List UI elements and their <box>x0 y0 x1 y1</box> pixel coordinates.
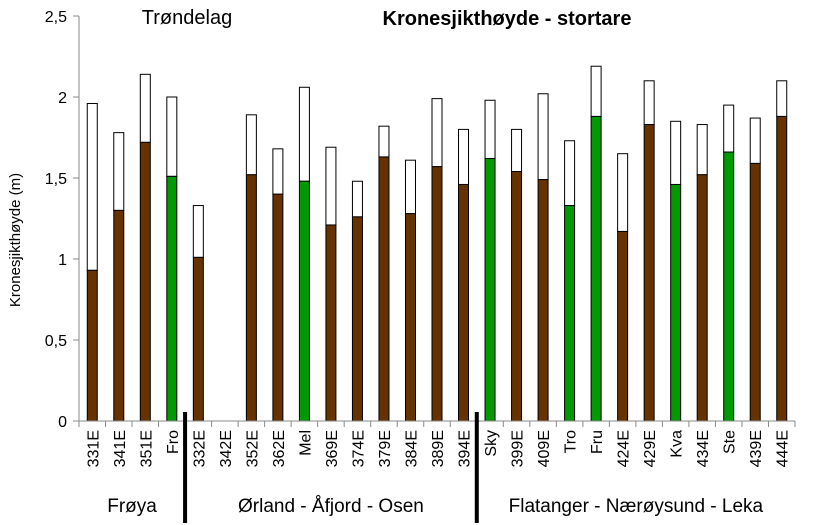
x-tick-label: 342E <box>218 430 235 467</box>
x-tick-label: 394E <box>457 430 474 467</box>
x-tick-label: 332E <box>191 430 208 467</box>
x-tick-label: 351E <box>138 430 155 467</box>
x-tick-label: Sky <box>483 430 500 457</box>
bar-upper-Fru <box>590 65 602 117</box>
bar-upper-362E <box>272 148 284 195</box>
bar-upper-379E <box>378 125 390 158</box>
bar-lower-439E <box>749 162 761 422</box>
x-tick-label: Mel <box>297 430 314 456</box>
bar-lower-332E <box>192 256 204 422</box>
y-tick-label: 1 <box>58 252 67 269</box>
bar-upper-351E <box>139 73 151 143</box>
bar-upper-331E <box>86 102 98 271</box>
y-tick-label: 2 <box>58 90 67 107</box>
x-tick-label: Ste <box>722 430 739 454</box>
y-tick-label: 0,5 <box>45 333 67 350</box>
bar-lower-389E <box>431 166 443 422</box>
bar-lower-424E <box>617 230 629 422</box>
chart-title: Kronesjikthøyde - stortare <box>383 8 632 30</box>
bar-upper-Mel <box>298 86 310 182</box>
bar-upper-Ste <box>723 104 735 153</box>
bar-upper-399E <box>511 128 523 173</box>
bar-upper-Sky <box>484 99 496 160</box>
bar-lower-429E <box>643 124 655 422</box>
bar-lower-374E <box>351 216 363 422</box>
bar-upper-Fro <box>166 96 178 177</box>
bar-upper-394E <box>458 128 470 185</box>
x-tick-label: 399E <box>510 430 527 467</box>
bar-upper-434E <box>696 124 708 176</box>
bar-lower-Kva <box>670 183 682 422</box>
bar-lower-352E <box>245 174 257 422</box>
bar-lower-Mel <box>298 180 310 422</box>
y-tick-label: 2,5 <box>45 9 67 26</box>
bar-lower-362E <box>272 193 284 422</box>
bar-lower-394E <box>458 183 470 422</box>
bar-lower-Fro <box>166 175 178 422</box>
bar-lower-341E <box>113 209 125 422</box>
y-tick-label: 1,5 <box>45 171 67 188</box>
bar-upper-409E <box>537 93 549 181</box>
x-tick-label: 379E <box>377 430 394 467</box>
x-tick-label: 384E <box>403 430 420 467</box>
x-tick-label: Fru <box>589 430 606 454</box>
bar-lower-409E <box>537 179 549 422</box>
x-tick-label: 362E <box>271 430 288 467</box>
bar-upper-374E <box>351 180 363 218</box>
x-tick-label: Tro <box>563 430 580 454</box>
bar-lower-384E <box>404 213 416 422</box>
group-label: Flatanger - Nærøysund - Leka <box>509 496 764 517</box>
bar-lower-Tro <box>564 205 576 422</box>
x-tick-label: 409E <box>536 430 553 467</box>
group-label: Frøya <box>107 496 157 517</box>
bar-lower-Sky <box>484 158 496 422</box>
bar-lower-369E <box>325 224 337 422</box>
y-axis-label: Kronesjikthøyde (m) <box>7 173 24 307</box>
bar-upper-429E <box>643 80 655 126</box>
bar-lower-399E <box>511 171 523 422</box>
bar-upper-352E <box>245 114 257 176</box>
x-tick-label: 369E <box>324 430 341 467</box>
x-tick-label: 429E <box>642 430 659 467</box>
region-label: Trøndelag <box>142 7 232 29</box>
bar-lower-331E <box>86 269 98 422</box>
bar-upper-439E <box>749 117 761 164</box>
bar-lower-444E <box>776 115 788 422</box>
bar-upper-341E <box>113 132 125 211</box>
x-tick-label: 352E <box>244 430 261 467</box>
x-tick-label: 444E <box>775 430 792 467</box>
bar-upper-444E <box>776 80 788 117</box>
x-tick-label: 434E <box>695 430 712 467</box>
bar-upper-369E <box>325 146 337 226</box>
bar-lower-Ste <box>723 151 735 422</box>
bar-lower-434E <box>696 174 708 422</box>
bar-upper-389E <box>431 98 443 168</box>
bar-upper-384E <box>404 159 416 215</box>
x-tick-label: 341E <box>112 430 129 467</box>
x-tick-label: 374E <box>350 430 367 467</box>
bar-lower-379E <box>378 156 390 422</box>
x-tick-label: 389E <box>430 430 447 467</box>
bar-upper-Tro <box>564 140 576 207</box>
bar-upper-Kva <box>670 120 682 185</box>
bar-upper-332E <box>192 205 204 258</box>
bar-upper-424E <box>617 153 629 232</box>
bar-lower-Fru <box>590 115 602 422</box>
bar-lower-351E <box>139 141 151 422</box>
y-tick-label: 0 <box>58 414 67 431</box>
x-tick-label: 331E <box>85 430 102 467</box>
x-tick-label: 439E <box>748 430 765 467</box>
group-label: Ørland - Åfjord - Osen <box>238 496 424 517</box>
x-tick-label: 424E <box>616 430 633 467</box>
x-tick-label: Kva <box>669 430 686 458</box>
x-tick-label: Fro <box>165 430 182 454</box>
